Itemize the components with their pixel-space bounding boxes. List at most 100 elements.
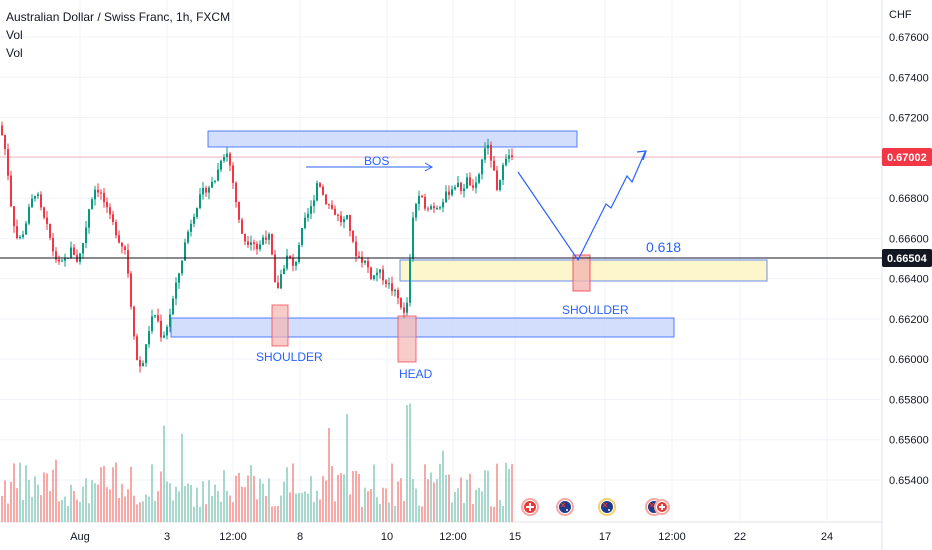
volume-bar: [301, 492, 303, 522]
candle-body: [478, 174, 480, 183]
volume-bar: [46, 473, 48, 522]
candle-body: [259, 244, 261, 250]
candle-body: [118, 235, 120, 243]
volume-bar: [193, 506, 195, 522]
candle-body: [289, 255, 291, 259]
candle-body: [367, 260, 369, 268]
shoulder-left-box[interactable]: [271, 304, 289, 347]
volume-bar: [256, 499, 258, 522]
candle-body: [346, 215, 348, 220]
volume-bar: [82, 486, 84, 522]
current-price-value: 0.67002: [887, 152, 927, 164]
swiss-flag-icon[interactable]: [521, 498, 539, 516]
candle-body: [487, 144, 489, 149]
candle-body: [196, 208, 198, 217]
volume-bar: [265, 495, 267, 522]
candle-body: [439, 207, 441, 209]
volume-bar: [331, 466, 333, 522]
candle-body: [364, 260, 366, 263]
candle-body: [169, 314, 171, 327]
candle-body: [199, 194, 201, 209]
candle-body: [181, 260, 183, 274]
volume-bar: [181, 433, 183, 522]
candle-body: [193, 216, 195, 224]
volume-indicator-label[interactable]: Vol: [6, 46, 23, 60]
candle-body: [88, 209, 90, 228]
candle-body: [373, 275, 375, 279]
symbol-title[interactable]: Australian Dollar / Swiss Franc, 1h, FXC…: [6, 10, 231, 24]
volume-bar: [160, 471, 162, 522]
swiss-flag-icon[interactable]: [654, 499, 670, 515]
candle-body: [418, 195, 420, 204]
volume-bar: [487, 470, 489, 522]
volume-bar: [490, 506, 492, 522]
volume-bar: [211, 495, 213, 522]
price-tick-label: 0.67600: [889, 32, 929, 44]
candle-body: [61, 260, 63, 262]
candle-body: [223, 156, 225, 161]
volume-bar: [217, 491, 219, 522]
resistance-zone[interactable]: [207, 130, 578, 148]
volume-bar: [115, 462, 117, 522]
volume-bar: [325, 480, 327, 522]
candle-body: [55, 251, 57, 260]
volume-bar: [343, 474, 345, 522]
volume-bar: [307, 493, 309, 522]
volume-bar: [289, 492, 291, 522]
time-tick-label: 24: [821, 531, 833, 543]
candle-body: [43, 207, 45, 218]
volume-bar: [412, 478, 414, 522]
volume-bar: [355, 470, 357, 522]
candle-body: [91, 199, 93, 210]
volume-bar: [421, 506, 423, 522]
price-tick-label: 0.65400: [889, 475, 929, 487]
candle-body: [133, 306, 135, 337]
time-axis[interactable]: Aug 3 12:00 8 10 12:00 15 17 12:00 22 24: [70, 531, 833, 543]
candle-body: [481, 159, 483, 175]
candle-body: [349, 215, 351, 231]
candle-body: [436, 208, 438, 210]
candle-body: [295, 262, 297, 266]
volume-bar: [469, 473, 471, 522]
volume-bar: [403, 500, 405, 522]
volume-bar: [457, 488, 459, 522]
candle-body: [340, 215, 342, 223]
candle-body: [37, 194, 39, 197]
candle-body: [244, 233, 246, 242]
candle-body: [502, 165, 504, 181]
candle-body: [127, 249, 129, 274]
candle-body: [187, 231, 189, 243]
volume-bar: [280, 495, 282, 522]
price-tick-label: 0.67400: [889, 72, 929, 84]
volume-bar: [37, 484, 39, 522]
volume-bar: [241, 486, 243, 522]
volume-bar: [244, 487, 246, 522]
head-box[interactable]: [397, 315, 417, 363]
volume-bar: [454, 492, 456, 522]
candle-body: [16, 226, 18, 239]
candle-body: [217, 169, 219, 181]
support-zone[interactable]: [170, 317, 675, 338]
volume-bar: [328, 428, 330, 522]
price-tick-label: 0.66800: [889, 193, 929, 205]
candle-body: [445, 191, 447, 203]
volume-bar: [451, 502, 453, 522]
time-tick-label: 3: [164, 531, 170, 543]
volume-bar: [361, 506, 363, 522]
volume-bar: [7, 503, 9, 522]
candle-body: [379, 269, 381, 273]
candle-body: [355, 241, 357, 257]
volume-bar: [85, 478, 87, 522]
shoulder-left-label: SHOULDER: [256, 350, 323, 364]
candle-body: [331, 204, 333, 209]
candle-body: [82, 243, 84, 254]
candle-body: [484, 148, 486, 160]
australia-flag-icon[interactable]: [556, 498, 574, 516]
australia-flag-icon[interactable]: [598, 498, 616, 516]
candle-body: [58, 259, 60, 262]
volume-bar: [364, 487, 366, 522]
volume-indicator-label[interactable]: Vol: [6, 28, 23, 42]
shoulder-right-box[interactable]: [572, 254, 591, 292]
volume-bar: [283, 481, 285, 522]
